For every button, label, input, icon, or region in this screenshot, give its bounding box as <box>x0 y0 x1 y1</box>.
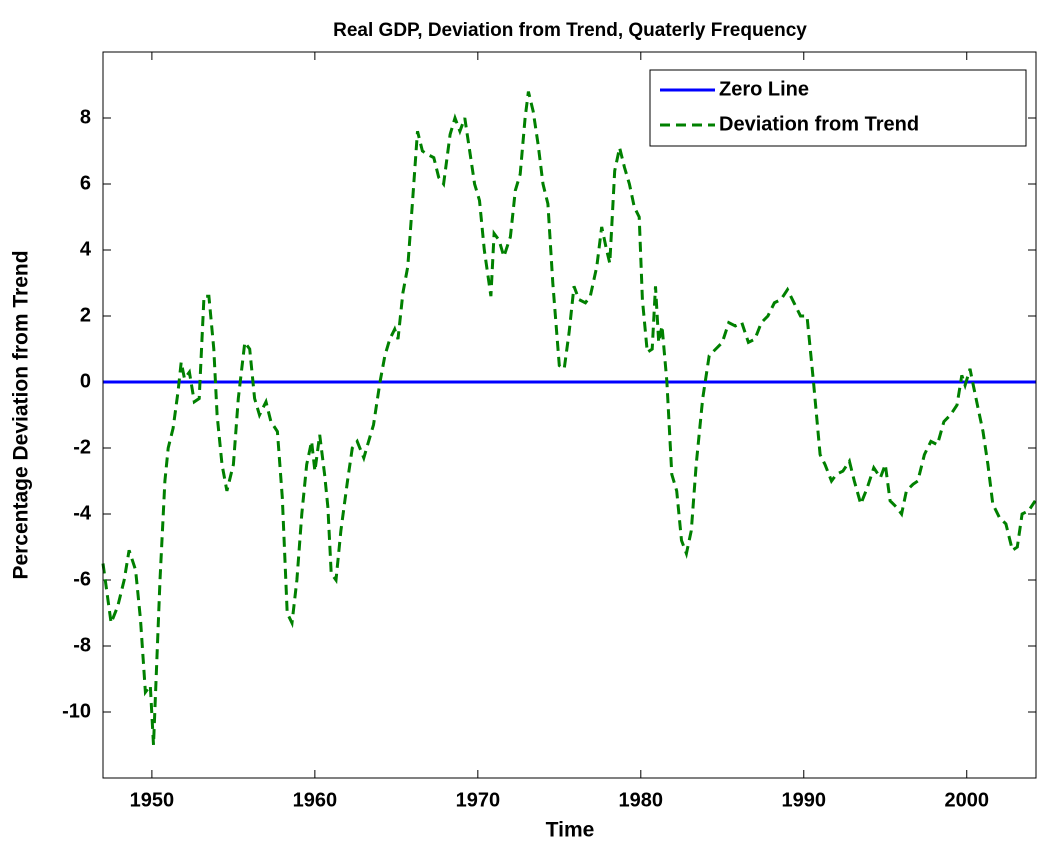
y-tick-label: -8 <box>73 634 91 656</box>
y-tick-label: 2 <box>80 304 91 326</box>
legend-box <box>649 69 1027 147</box>
plot-area <box>103 52 1036 778</box>
y-tick-label: -2 <box>73 436 91 458</box>
x-tick-label: 1960 <box>293 789 338 811</box>
x-tick-label: 2000 <box>944 789 989 811</box>
y-tick-label: -4 <box>73 502 92 524</box>
y-tick-label: 0 <box>80 370 91 392</box>
series-line <box>101 91 1037 746</box>
x-tick-label: 1990 <box>782 789 827 811</box>
y-tick-label: 6 <box>80 172 91 194</box>
x-tick-label: 1970 <box>456 789 501 811</box>
legend-label: Deviation from Trend <box>719 113 919 135</box>
x-axis-label: Time <box>546 819 595 842</box>
legend-label: Zero Line <box>719 78 809 100</box>
x-tick-label: 1950 <box>130 789 175 811</box>
y-tick-label: -6 <box>73 568 91 590</box>
y-tick-label: 4 <box>80 238 92 260</box>
axes-box <box>102 51 1037 779</box>
chart-title: Real GDP, Deviation from Trend, Quaterly… <box>333 20 807 41</box>
y-tick-label: 8 <box>80 106 91 128</box>
y-axis-label: Percentage Deviation from Trend <box>10 250 33 579</box>
x-tick-label: 1980 <box>619 789 664 811</box>
y-tick-label: -10 <box>62 700 91 722</box>
